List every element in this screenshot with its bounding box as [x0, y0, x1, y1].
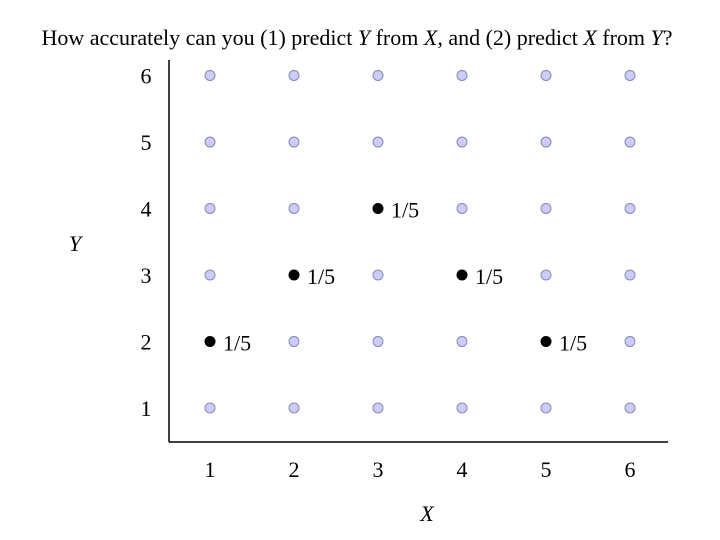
grid-point — [372, 402, 384, 414]
grid-point — [624, 70, 636, 81]
title-part-2: from — [370, 25, 424, 50]
x-tick-label: 1 — [205, 457, 216, 482]
grid-point — [204, 402, 216, 414]
x-tick-label: 4 — [457, 457, 468, 482]
grid-point — [288, 203, 300, 214]
diagram-title: How accurately can you (1) predict Y fro… — [41, 25, 672, 50]
probability-label: 1/5 — [223, 331, 251, 356]
y-tick-label: 1 — [141, 396, 152, 421]
grid-point — [540, 203, 552, 214]
y-axis-label: Y — [69, 231, 84, 256]
probability-mass-points: 1/5 1/5 1/5 1/5 1/5 — [204, 198, 587, 356]
y-tick-label: 4 — [141, 197, 152, 222]
grid-point — [624, 136, 636, 148]
title-part-6: from — [597, 25, 651, 50]
x-tick-label: 5 — [541, 457, 552, 482]
grid-point — [288, 136, 300, 148]
x-axis-label: X — [419, 501, 435, 526]
grid-point — [372, 336, 384, 347]
grid-point — [624, 402, 636, 414]
grid-point — [456, 203, 468, 214]
title-part-1: Y — [358, 25, 373, 50]
grid-point — [540, 402, 552, 414]
grid-point — [288, 336, 300, 347]
x-tick-label: 6 — [625, 457, 636, 482]
grid-points — [204, 70, 636, 414]
mass-point — [288, 269, 300, 281]
title-part-0: How accurately can you (1) predict — [41, 25, 357, 50]
grid-point — [204, 203, 216, 214]
mass-point — [204, 336, 216, 347]
probability-label: 1/5 — [391, 198, 419, 223]
title-part-7: Y — [651, 25, 666, 50]
y-tick-labels: 1 2 3 4 5 6 — [141, 64, 152, 422]
grid-point — [204, 70, 216, 81]
title-part-8: ? — [663, 25, 673, 50]
grid-point — [204, 136, 216, 148]
mass-point — [540, 336, 552, 347]
grid-point — [372, 269, 384, 281]
grid-point — [372, 70, 384, 81]
y-tick-label: 3 — [141, 263, 152, 288]
probability-label: 1/5 — [307, 264, 335, 289]
grid-point — [540, 269, 552, 281]
mass-point — [372, 203, 384, 214]
grid-point — [372, 136, 384, 148]
title-part-5: X — [582, 25, 598, 50]
x-tick-label: 3 — [373, 457, 384, 482]
grid-point — [204, 269, 216, 281]
x-tick-labels: 1 2 3 4 5 6 — [205, 457, 636, 482]
mass-point — [456, 269, 468, 281]
y-tick-label: 6 — [141, 64, 152, 89]
grid-point — [624, 269, 636, 281]
x-tick-label: 2 — [289, 457, 300, 482]
title-part-3: X — [423, 25, 439, 50]
title-part-4: , and (2) predict — [437, 25, 583, 50]
y-tick-label: 5 — [141, 130, 152, 155]
grid-point — [540, 70, 552, 81]
probability-label: 1/5 — [559, 331, 587, 356]
grid-point — [456, 402, 468, 414]
grid-point — [456, 70, 468, 81]
grid-point — [288, 70, 300, 81]
grid-point — [624, 336, 636, 347]
grid-point — [288, 402, 300, 414]
y-tick-label: 2 — [141, 330, 152, 355]
grid-point — [624, 203, 636, 214]
probability-label: 1/5 — [475, 264, 503, 289]
grid-point — [540, 136, 552, 148]
grid-point — [456, 336, 468, 347]
grid-point — [456, 136, 468, 148]
